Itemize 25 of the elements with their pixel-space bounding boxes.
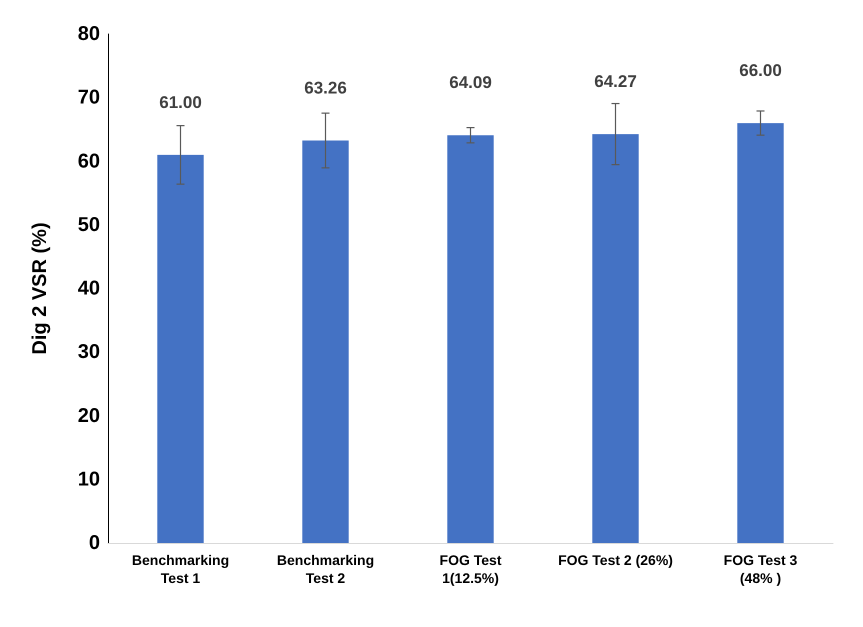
bar [447,135,494,543]
y-tick-label: 60 [78,150,100,172]
data-label: 66.00 [739,61,782,80]
y-tick-label: 80 [78,23,100,45]
data-label: 61.00 [159,92,202,112]
x-tick-label: FOG Test 1(12.5%) [440,552,502,586]
bar [302,140,349,543]
x-tick-label: FOG Test 2 (26%) [558,552,673,568]
y-tick-label: 50 [78,214,100,236]
x-tick-label: Benchmarking Test 2 [276,552,374,586]
y-axis-title: Dig 2 VSR (%) [29,222,51,355]
bar [737,123,784,543]
y-tick-label: 70 [78,86,100,109]
x-tick-label: FOG Test 3 (48% ) [724,552,798,586]
y-tick-label: 40 [78,278,100,300]
data-label: 64.09 [449,73,492,92]
data-label: 63.26 [304,78,347,98]
y-tick-label: 0 [88,532,100,554]
bar [592,134,639,543]
y-tick-label: 20 [78,404,100,427]
y-tick-label: 10 [78,468,100,490]
data-label: 64.27 [594,72,637,92]
bar [157,154,204,543]
x-tick-label: Benchmarking Test 1 [132,552,230,586]
y-tick-label: 30 [78,341,100,364]
